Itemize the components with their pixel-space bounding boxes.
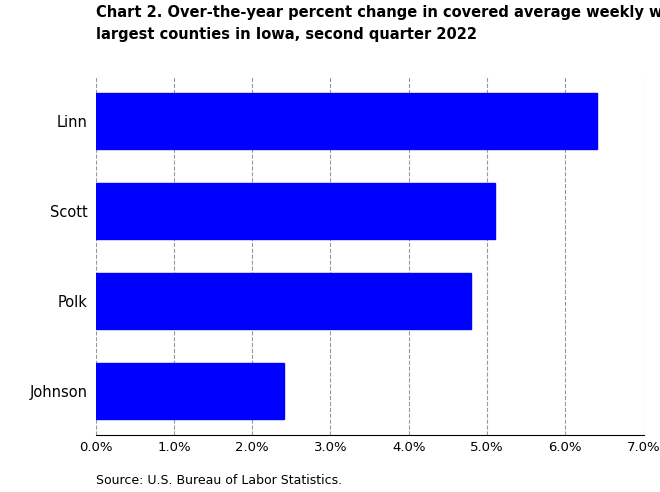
Bar	[96, 273, 471, 329]
Bar	[96, 92, 597, 149]
Bar	[96, 363, 284, 419]
Bar	[96, 183, 495, 239]
Text: largest counties in Iowa, second quarter 2022: largest counties in Iowa, second quarter…	[96, 27, 477, 42]
Text: Source: U.S. Bureau of Labor Statistics.: Source: U.S. Bureau of Labor Statistics.	[96, 474, 342, 487]
Text: Chart 2. Over-the-year percent change in covered average weekly wages among the: Chart 2. Over-the-year percent change in…	[96, 5, 660, 20]
